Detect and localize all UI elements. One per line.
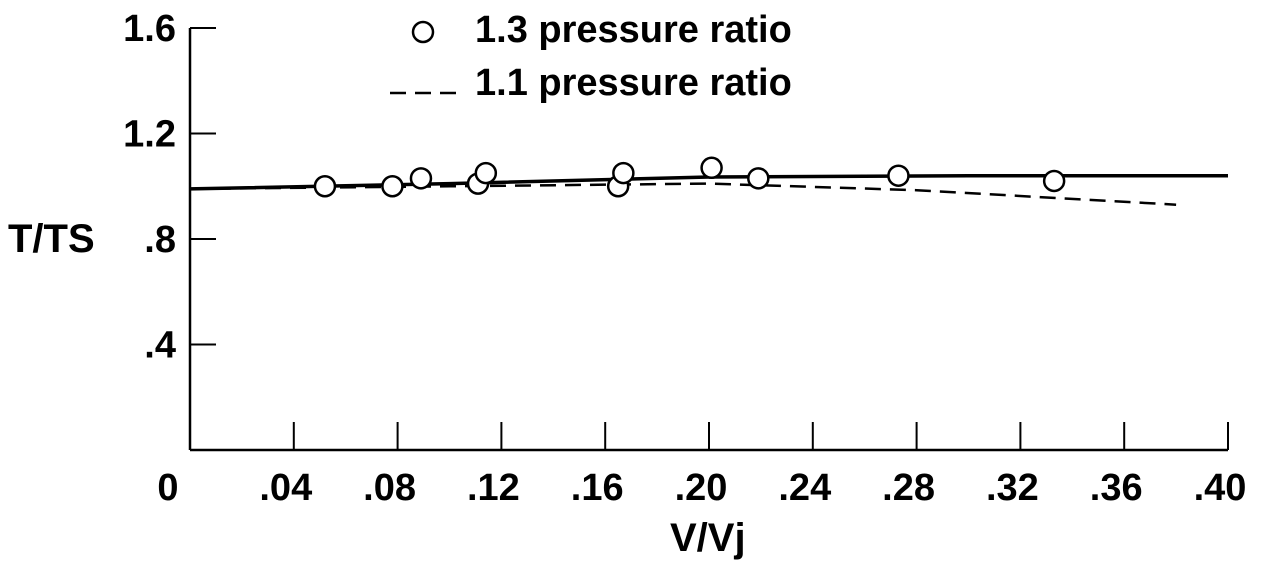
y-tick-label: 1.6	[123, 8, 176, 50]
series-line-1.1-pressure-ratio	[189, 182, 1177, 206]
x-axis-label: V/Vj	[670, 516, 746, 560]
x-tick-label: .16	[571, 467, 624, 509]
legend-label-1.1-pressure-ratio: 1.1 pressure ratio	[475, 62, 792, 104]
x-tick-label: .12	[467, 467, 520, 509]
x-tick-label: .20	[675, 467, 728, 509]
x-tick-label: .08	[363, 467, 416, 509]
data-point-1.3-pressure-ratio	[887, 164, 910, 187]
data-point-1.3-pressure-ratio	[409, 167, 433, 190]
legend-label-1.3-pressure-ratio: 1.3 pressure ratio	[475, 9, 792, 51]
data-point-1.3-pressure-ratio	[700, 156, 723, 180]
legend-marker-circle-icon	[411, 20, 435, 44]
ticks: 0 .04 .08 .12 .16 .20 .24 .28 .32 .36 .40 .4 .8 1.2 1.…	[123, 8, 1246, 509]
y-axis-label: T/TS	[8, 217, 95, 261]
y-tick-label: .4	[144, 325, 176, 367]
x-tick-label: 0	[157, 467, 178, 509]
x-tick-label: .32	[986, 467, 1039, 509]
x-tick-label: .36	[1090, 467, 1143, 509]
plot-series	[189, 156, 1228, 206]
x-tick-label: .40	[1194, 467, 1247, 509]
y-tick-label: 1.2	[123, 114, 176, 156]
x-tick-label: .28	[882, 467, 935, 509]
data-point-1.3-pressure-ratio	[381, 175, 404, 198]
legend: 1.3 pressure ratio 1.1 pressure ratio	[390, 9, 792, 104]
y-tick-label: .8	[144, 219, 176, 261]
data-point-1.3-pressure-ratio	[1042, 169, 1066, 193]
data-point-1.3-pressure-ratio	[612, 161, 635, 185]
x-tick-label: .24	[778, 467, 831, 509]
x-tick-label: .04	[259, 467, 312, 509]
data-point-1.3-pressure-ratio	[474, 161, 498, 185]
data-point-1.3-pressure-ratio	[747, 167, 770, 190]
data-point-1.3-pressure-ratio	[313, 175, 337, 198]
